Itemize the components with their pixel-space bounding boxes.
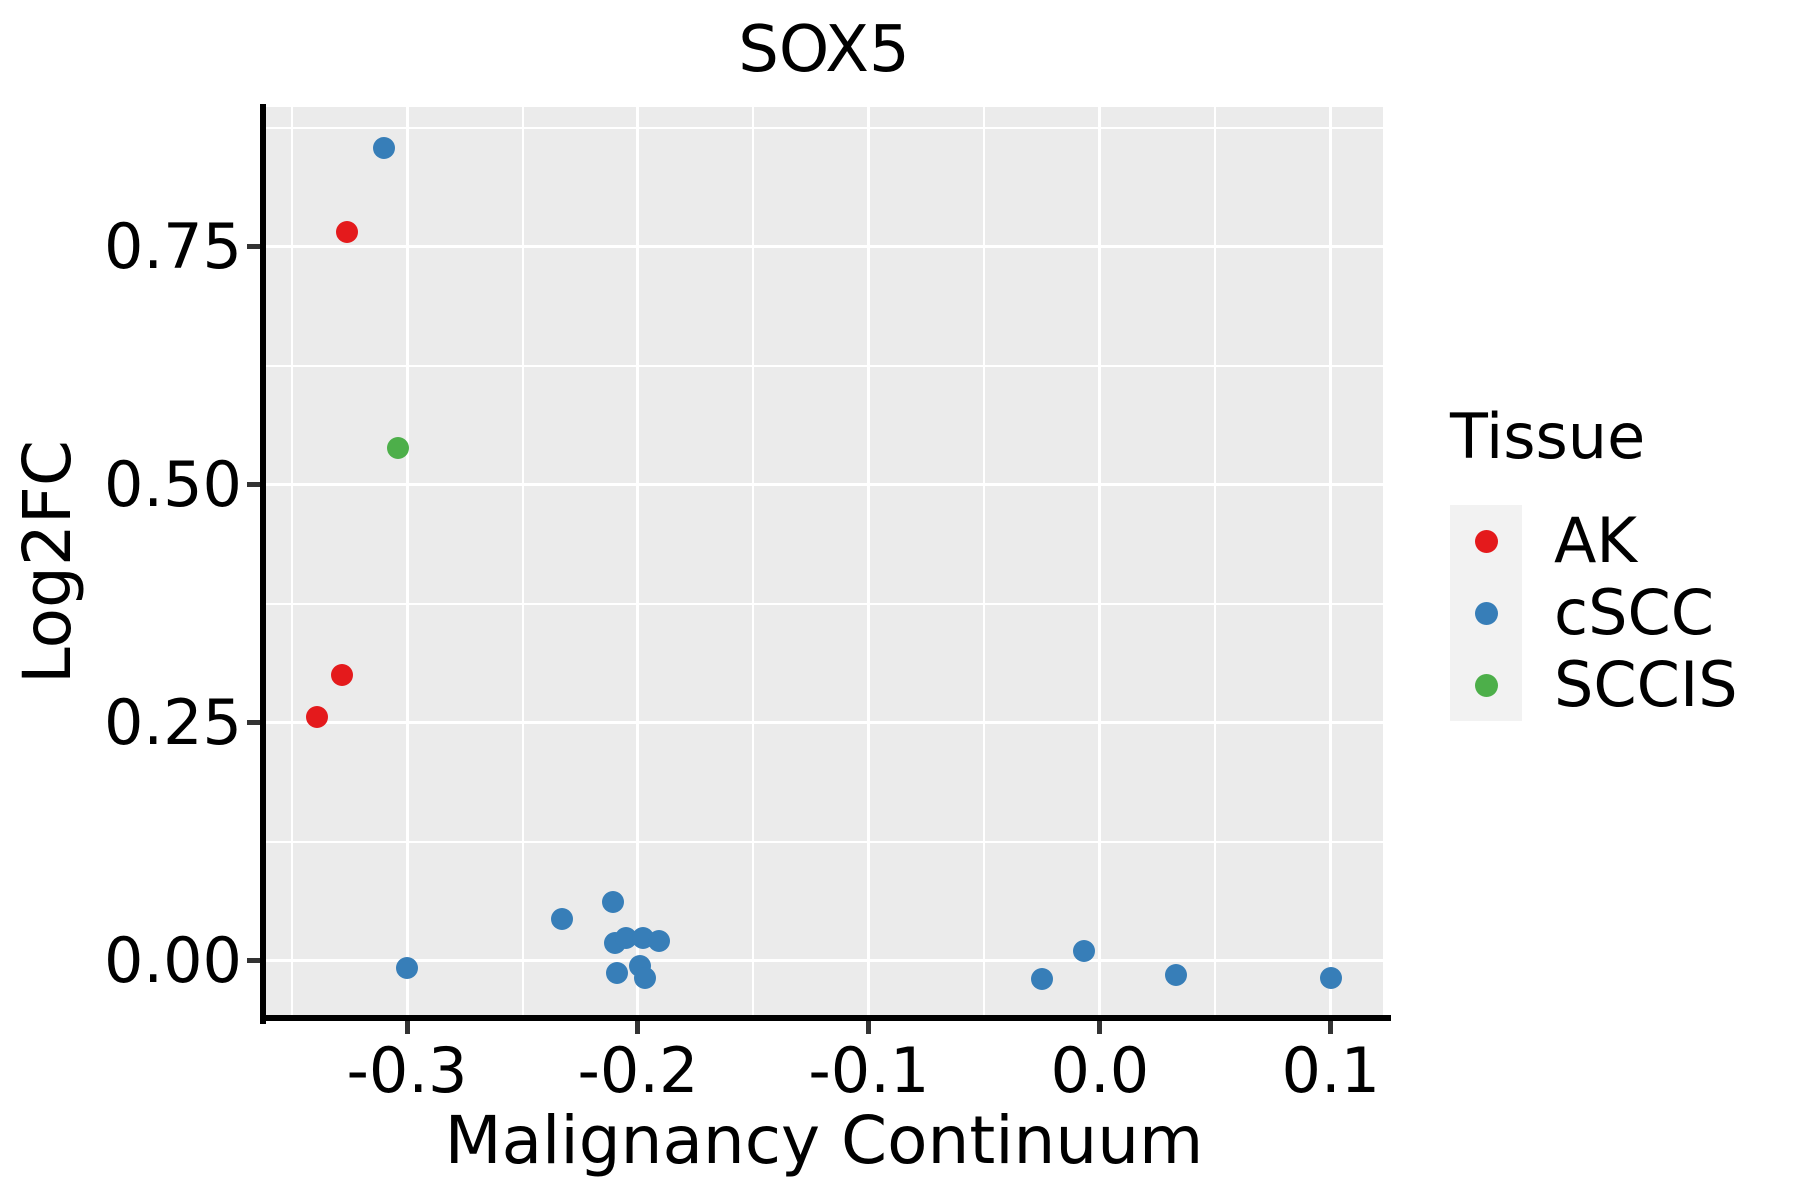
plot-panel bbox=[265, 107, 1383, 1018]
legend-title: Tissue bbox=[1450, 400, 1646, 473]
legend-item-SCCIS: SCCIS bbox=[1450, 649, 1738, 721]
y-axis-title: Log2FC bbox=[9, 440, 86, 684]
minor-gridline-y bbox=[265, 126, 1383, 129]
legend-dot-icon bbox=[1474, 529, 1498, 553]
y-tick-mark bbox=[247, 244, 260, 250]
major-gridline-y bbox=[265, 721, 1383, 725]
legend-label: cSCC bbox=[1554, 576, 1715, 649]
minor-gridline-x bbox=[1214, 107, 1217, 1018]
minor-gridline-y bbox=[265, 364, 1383, 367]
minor-gridline-x bbox=[290, 107, 293, 1018]
data-point-cSCC bbox=[633, 967, 656, 990]
legend-label: AK bbox=[1554, 504, 1638, 577]
x-tick-label: -0.2 bbox=[577, 1034, 699, 1107]
data-point-cSCC bbox=[396, 957, 419, 980]
data-point-cSCC bbox=[1031, 967, 1054, 990]
y-axis-line bbox=[260, 104, 266, 1024]
legend-key bbox=[1450, 577, 1522, 649]
y-tick-mark bbox=[247, 958, 260, 964]
legend-item-AK: AK bbox=[1450, 505, 1738, 577]
legend-key bbox=[1450, 505, 1522, 577]
data-point-cSCC bbox=[1072, 940, 1095, 963]
major-gridline-x bbox=[867, 107, 871, 1018]
x-tick-label: 0.0 bbox=[1050, 1034, 1150, 1107]
major-gridline-y bbox=[265, 959, 1383, 963]
data-point-cSCC bbox=[615, 927, 638, 950]
y-tick-label: 0.25 bbox=[103, 685, 242, 759]
major-gridline-x bbox=[405, 107, 409, 1018]
major-gridline-x bbox=[636, 107, 640, 1018]
data-point-cSCC bbox=[1165, 964, 1188, 987]
x-tick-label: 0.1 bbox=[1281, 1034, 1381, 1107]
data-point-AK bbox=[335, 220, 358, 243]
data-point-SCCIS bbox=[386, 436, 409, 459]
y-tick-mark bbox=[247, 720, 260, 726]
minor-gridline-x bbox=[521, 107, 524, 1018]
data-point-AK bbox=[331, 664, 354, 687]
legend-dot-icon bbox=[1474, 601, 1498, 625]
minor-gridline-y bbox=[265, 840, 1383, 843]
data-point-cSCC bbox=[601, 890, 624, 913]
x-tick-mark bbox=[1328, 1021, 1334, 1034]
y-tick-mark bbox=[247, 482, 260, 488]
minor-gridline-x bbox=[752, 107, 755, 1018]
minor-gridline-y bbox=[265, 602, 1383, 605]
y-tick-label: 0.50 bbox=[103, 447, 242, 521]
major-gridline-y bbox=[265, 483, 1383, 487]
legend-label: SCCIS bbox=[1554, 648, 1738, 721]
legend-item-cSCC: cSCC bbox=[1450, 577, 1738, 649]
major-gridline-y bbox=[265, 245, 1383, 249]
y-tick-label: 0.75 bbox=[103, 209, 242, 283]
plot-title: SOX5 bbox=[738, 13, 910, 87]
legend-key bbox=[1450, 649, 1522, 721]
data-point-cSCC bbox=[550, 907, 573, 930]
x-tick-label: -0.3 bbox=[346, 1034, 468, 1107]
y-tick-label: 0.00 bbox=[103, 923, 242, 997]
legend: Tissue AK cSCC SCCIS bbox=[1450, 405, 1738, 721]
major-gridline-x bbox=[1329, 107, 1333, 1018]
x-tick-mark bbox=[635, 1021, 641, 1034]
major-gridline-x bbox=[1098, 107, 1102, 1018]
data-point-cSCC bbox=[1319, 967, 1342, 990]
legend-items: AK cSCC SCCIS bbox=[1450, 505, 1738, 721]
x-tick-label: -0.1 bbox=[808, 1034, 930, 1107]
data-point-cSCC bbox=[372, 136, 395, 159]
minor-gridline-x bbox=[983, 107, 986, 1018]
data-point-cSCC bbox=[606, 962, 629, 985]
x-tick-mark bbox=[1097, 1021, 1103, 1034]
data-point-cSCC bbox=[647, 929, 670, 952]
data-point-AK bbox=[305, 706, 328, 729]
legend-dot-icon bbox=[1474, 673, 1498, 697]
x-tick-mark bbox=[404, 1021, 410, 1034]
x-axis-line bbox=[260, 1015, 1391, 1021]
x-tick-mark bbox=[866, 1021, 872, 1034]
x-axis-title: Malignancy Continuum bbox=[444, 1102, 1204, 1179]
